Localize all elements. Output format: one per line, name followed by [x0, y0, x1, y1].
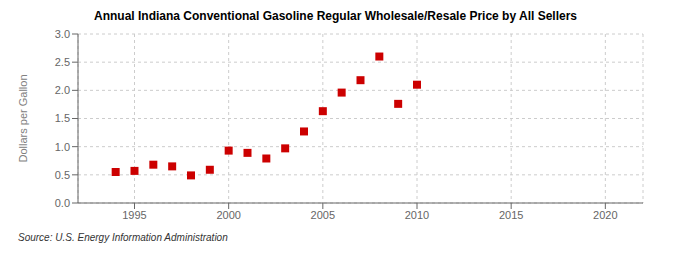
svg-text:3.0: 3.0: [55, 28, 70, 40]
html-text:Annual Indiana Conventional Ga: Annual Indiana Conventional Gasoline Reg…: [94, 9, 577, 23]
svg-text:2.5: 2.5: [55, 56, 70, 68]
html-text:Source: U.S. Energy Informatio: Source: U.S. Energy Information Administ…: [18, 232, 228, 243]
svg-text:1.5: 1.5: [55, 112, 70, 124]
svg-text:0.5: 0.5: [55, 169, 70, 181]
svg-text:2005: 2005: [311, 209, 335, 221]
svg-text:0.0: 0.0: [55, 197, 70, 209]
svg-text:1.0: 1.0: [55, 141, 70, 153]
svg-text:1995: 1995: [122, 209, 146, 221]
svg-text:2010: 2010: [405, 209, 429, 221]
svg-text:2020: 2020: [593, 209, 617, 221]
svg-text:2015: 2015: [499, 209, 523, 221]
svg-text:2000: 2000: [216, 209, 240, 221]
svg-text:Dollars per Gallon: Dollars per Gallon: [17, 74, 29, 162]
svg-text:2.0: 2.0: [55, 84, 70, 96]
